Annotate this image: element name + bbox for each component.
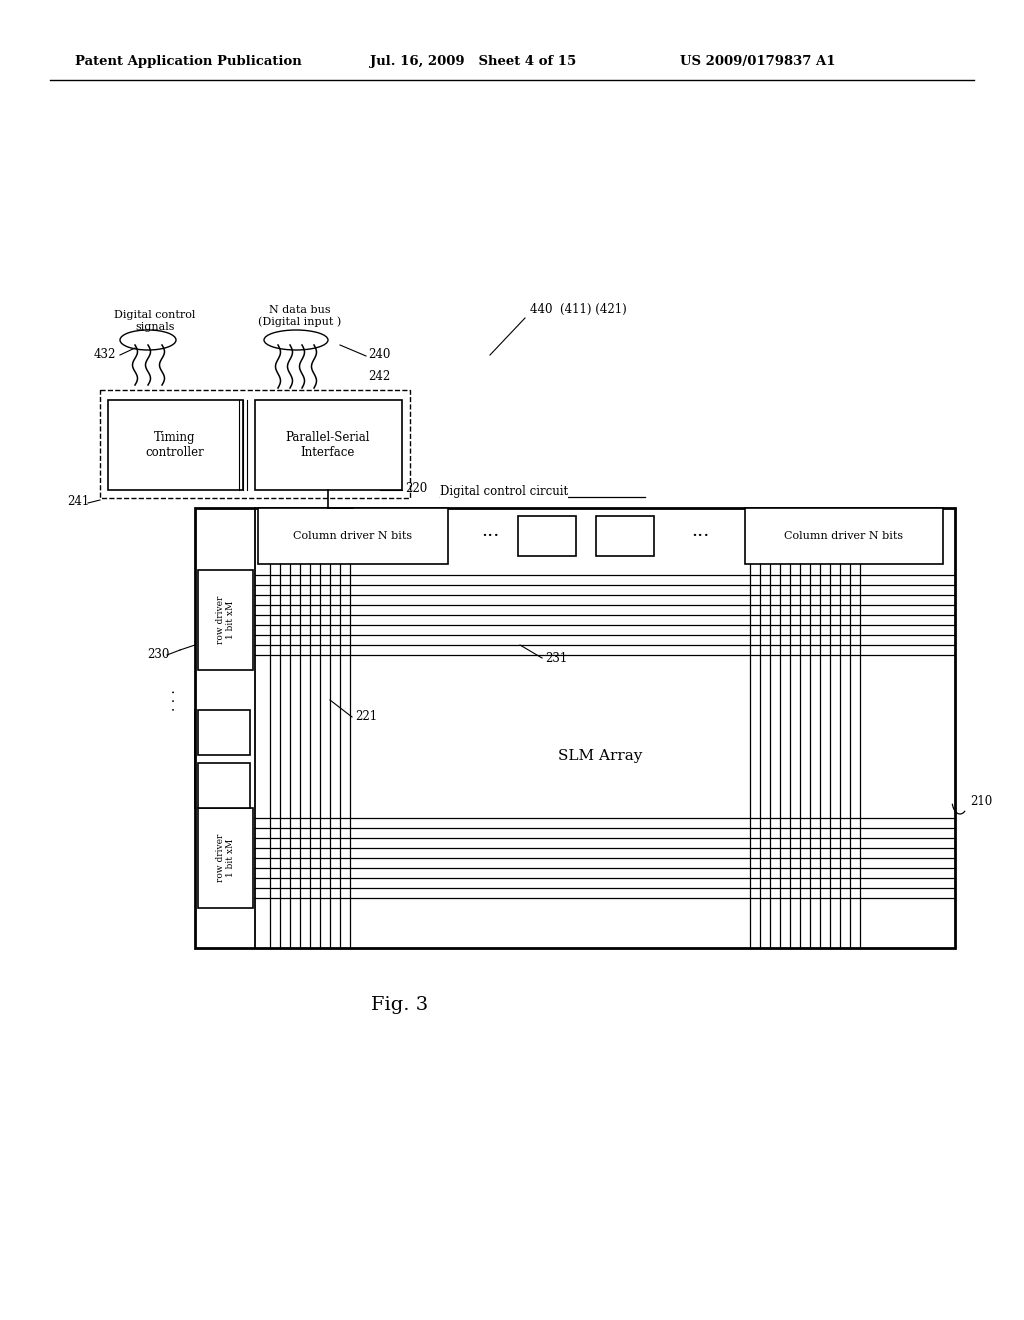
Text: signals: signals [135, 322, 175, 333]
Text: 240: 240 [368, 348, 390, 360]
Bar [745, 508, 943, 564]
Text: US 2009/0179837 A1: US 2009/0179837 A1 [680, 55, 836, 69]
Bar [198, 808, 253, 908]
Text: Timing
controller: Timing controller [145, 432, 205, 459]
Bar [100, 389, 410, 498]
Text: row driver
1 bit xM: row driver 1 bit xM [216, 595, 236, 644]
Text: 220: 220 [406, 482, 427, 495]
Text: Digital control: Digital control [115, 310, 196, 319]
Bar [198, 570, 253, 671]
Bar [258, 508, 449, 564]
Ellipse shape [120, 330, 176, 350]
Text: · · ·: · · · [168, 689, 182, 711]
Text: Fig. 3: Fig. 3 [372, 997, 429, 1014]
Text: 242: 242 [368, 370, 390, 383]
Text: row driver
1 bit xM: row driver 1 bit xM [216, 834, 236, 882]
Text: Parallel-Serial
Interface: Parallel-Serial Interface [286, 432, 371, 459]
Text: 221: 221 [355, 710, 377, 723]
Bar [108, 400, 243, 490]
Bar [195, 508, 955, 948]
Text: 230: 230 [146, 648, 169, 661]
Text: 432: 432 [94, 348, 116, 360]
Bar [198, 710, 250, 755]
Bar [518, 516, 575, 556]
Text: 241: 241 [67, 495, 89, 508]
Text: Patent Application Publication: Patent Application Publication [75, 55, 302, 69]
Ellipse shape [264, 330, 328, 350]
Text: N data bus: N data bus [269, 305, 331, 315]
Bar [255, 400, 402, 490]
Text: Jul. 16, 2009   Sheet 4 of 15: Jul. 16, 2009 Sheet 4 of 15 [370, 55, 577, 69]
Bar [198, 763, 250, 808]
Text: 440  (411) (421): 440 (411) (421) [530, 304, 627, 315]
Text: ···: ··· [481, 527, 499, 545]
Text: ···: ··· [691, 527, 710, 545]
Bar [596, 516, 654, 556]
Text: Column driver N bits: Column driver N bits [294, 531, 413, 541]
Text: Column driver N bits: Column driver N bits [784, 531, 903, 541]
Text: (Digital input ): (Digital input ) [258, 317, 342, 327]
Text: SLM Array: SLM Array [558, 748, 642, 763]
Text: 231: 231 [545, 652, 567, 665]
Text: 210: 210 [970, 795, 992, 808]
Text: Digital control circuit: Digital control circuit [440, 486, 568, 499]
